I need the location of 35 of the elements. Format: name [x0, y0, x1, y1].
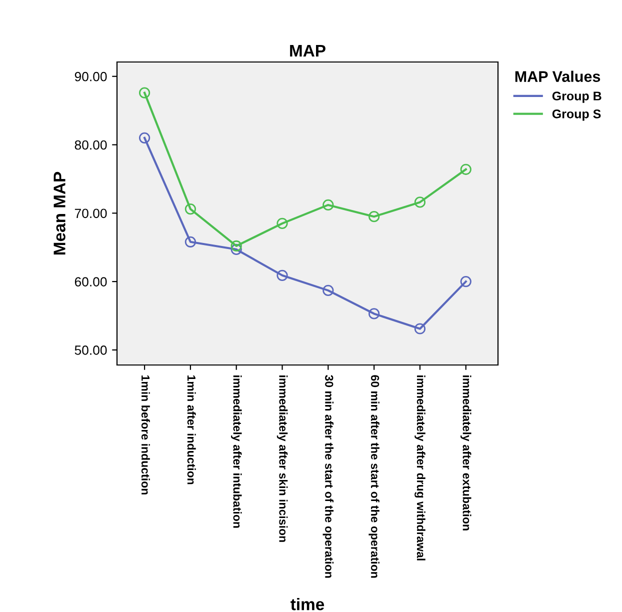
point: [460, 164, 472, 175]
x-axis-title: time: [290, 598, 324, 610]
x-tick-label: immediately after intubation: [230, 376, 242, 528]
point: [138, 87, 150, 98]
point: [414, 323, 426, 334]
point: [230, 240, 242, 252]
legend-label: Group S: [552, 109, 601, 121]
x-tick-label: 30 min after the start of the operation: [322, 374, 334, 578]
x-tick-label: 60 min after the start of the operation: [368, 375, 380, 578]
x-tick-label: immediately after skin incision: [276, 376, 288, 542]
point: [184, 236, 196, 248]
point: [368, 211, 380, 222]
y-tick-label: 70.00: [74, 208, 107, 218]
point: [230, 244, 242, 255]
x-tick-label: immediately after drug withdrawal: [414, 376, 426, 560]
y-tick-label: 60.00: [74, 277, 107, 286]
y-tick-label: 50.00: [74, 346, 107, 355]
point: [414, 196, 426, 208]
legend-label: Group B: [552, 92, 602, 103]
y-tick-label: 80.00: [74, 140, 107, 150]
y-tick-label: 90.00: [74, 72, 107, 82]
point: [276, 270, 288, 281]
point: [322, 199, 334, 211]
point: [276, 218, 288, 229]
x-tick-label: 1min after induction: [187, 375, 196, 484]
y-axis-title: Mean MAP: [54, 172, 66, 255]
legend-title: MAP Values: [515, 70, 600, 82]
point: [138, 132, 150, 144]
point: [184, 204, 196, 215]
x-tick-label: 1min before induction: [141, 375, 150, 494]
point: [322, 284, 334, 296]
point: [368, 308, 380, 320]
chart-title: MAP: [290, 44, 326, 56]
x-tick-label: immediately after extubation: [460, 376, 472, 530]
point: [460, 276, 472, 288]
